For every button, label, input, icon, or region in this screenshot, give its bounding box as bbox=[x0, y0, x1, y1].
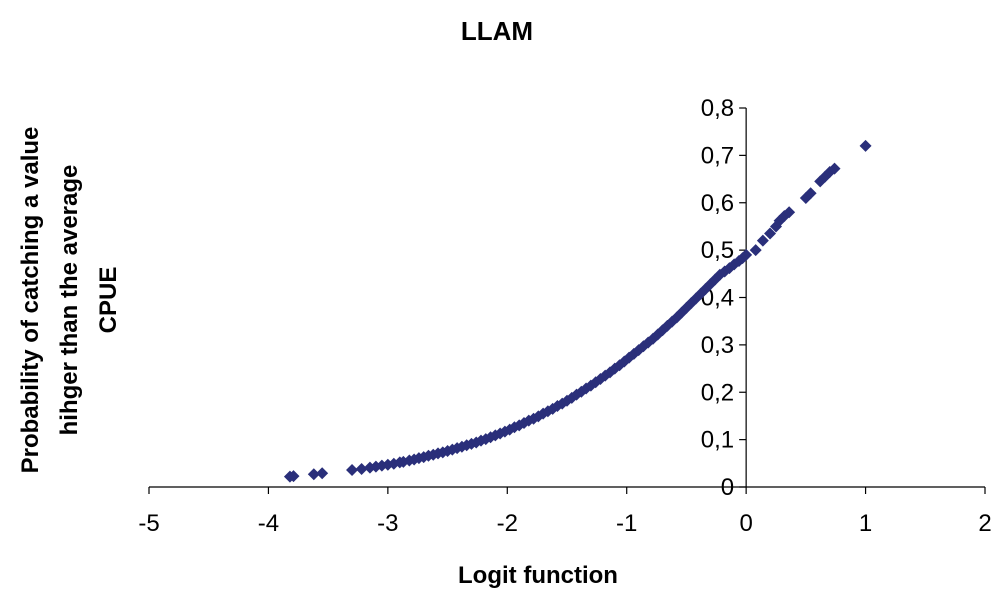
y-axis-title-line-3: CPUE bbox=[95, 267, 122, 334]
x-axis-title: Logit function bbox=[458, 562, 618, 589]
y-axis-title-line-2: hihger than the average bbox=[56, 165, 83, 436]
x-tick-label: -5 bbox=[138, 510, 159, 537]
data-point bbox=[316, 467, 329, 480]
x-tick-label: -2 bbox=[497, 510, 518, 537]
x-tick-label: 0 bbox=[739, 510, 752, 537]
data-point bbox=[346, 463, 359, 476]
data-point bbox=[783, 206, 796, 219]
data-points bbox=[283, 139, 872, 483]
data-point bbox=[756, 234, 769, 247]
y-tick-label: 0,6 bbox=[701, 190, 734, 217]
y-tick-label: 0,3 bbox=[701, 332, 734, 359]
y-tick-label: 0,1 bbox=[701, 427, 734, 454]
data-point bbox=[859, 139, 872, 152]
data-point bbox=[804, 187, 817, 200]
x-tick-label: -1 bbox=[616, 510, 637, 537]
data-point bbox=[287, 470, 300, 483]
y-tick-label: 0,7 bbox=[701, 142, 734, 169]
data-point bbox=[355, 462, 368, 475]
axes: -5 -4 -3 -2 -1 0 1 200,10,20,30,40,50,60,70,8 bbox=[138, 95, 991, 537]
x-tick-label: -4 bbox=[258, 510, 279, 537]
y-tick-label: 0,5 bbox=[701, 237, 734, 264]
x-tick-label: -3 bbox=[377, 510, 398, 537]
x-tick-label: 1 bbox=[859, 510, 872, 537]
y-tick-label: 0,8 bbox=[701, 95, 734, 122]
y-axis-title-line-1: Probability of catching a value bbox=[17, 127, 44, 474]
data-point bbox=[764, 227, 777, 240]
data-point bbox=[828, 162, 841, 175]
data-point bbox=[749, 244, 762, 257]
y-tick-label: 0,2 bbox=[701, 379, 734, 406]
y-tick-label: 0 bbox=[721, 474, 734, 501]
data-point bbox=[732, 255, 745, 268]
data-point bbox=[740, 248, 753, 261]
data-point bbox=[307, 468, 320, 481]
chart-title: LLAM bbox=[461, 16, 533, 46]
x-tick-label: 2 bbox=[978, 510, 991, 537]
y-axis-title: Probability of catching a value hihger t… bbox=[17, 127, 122, 474]
